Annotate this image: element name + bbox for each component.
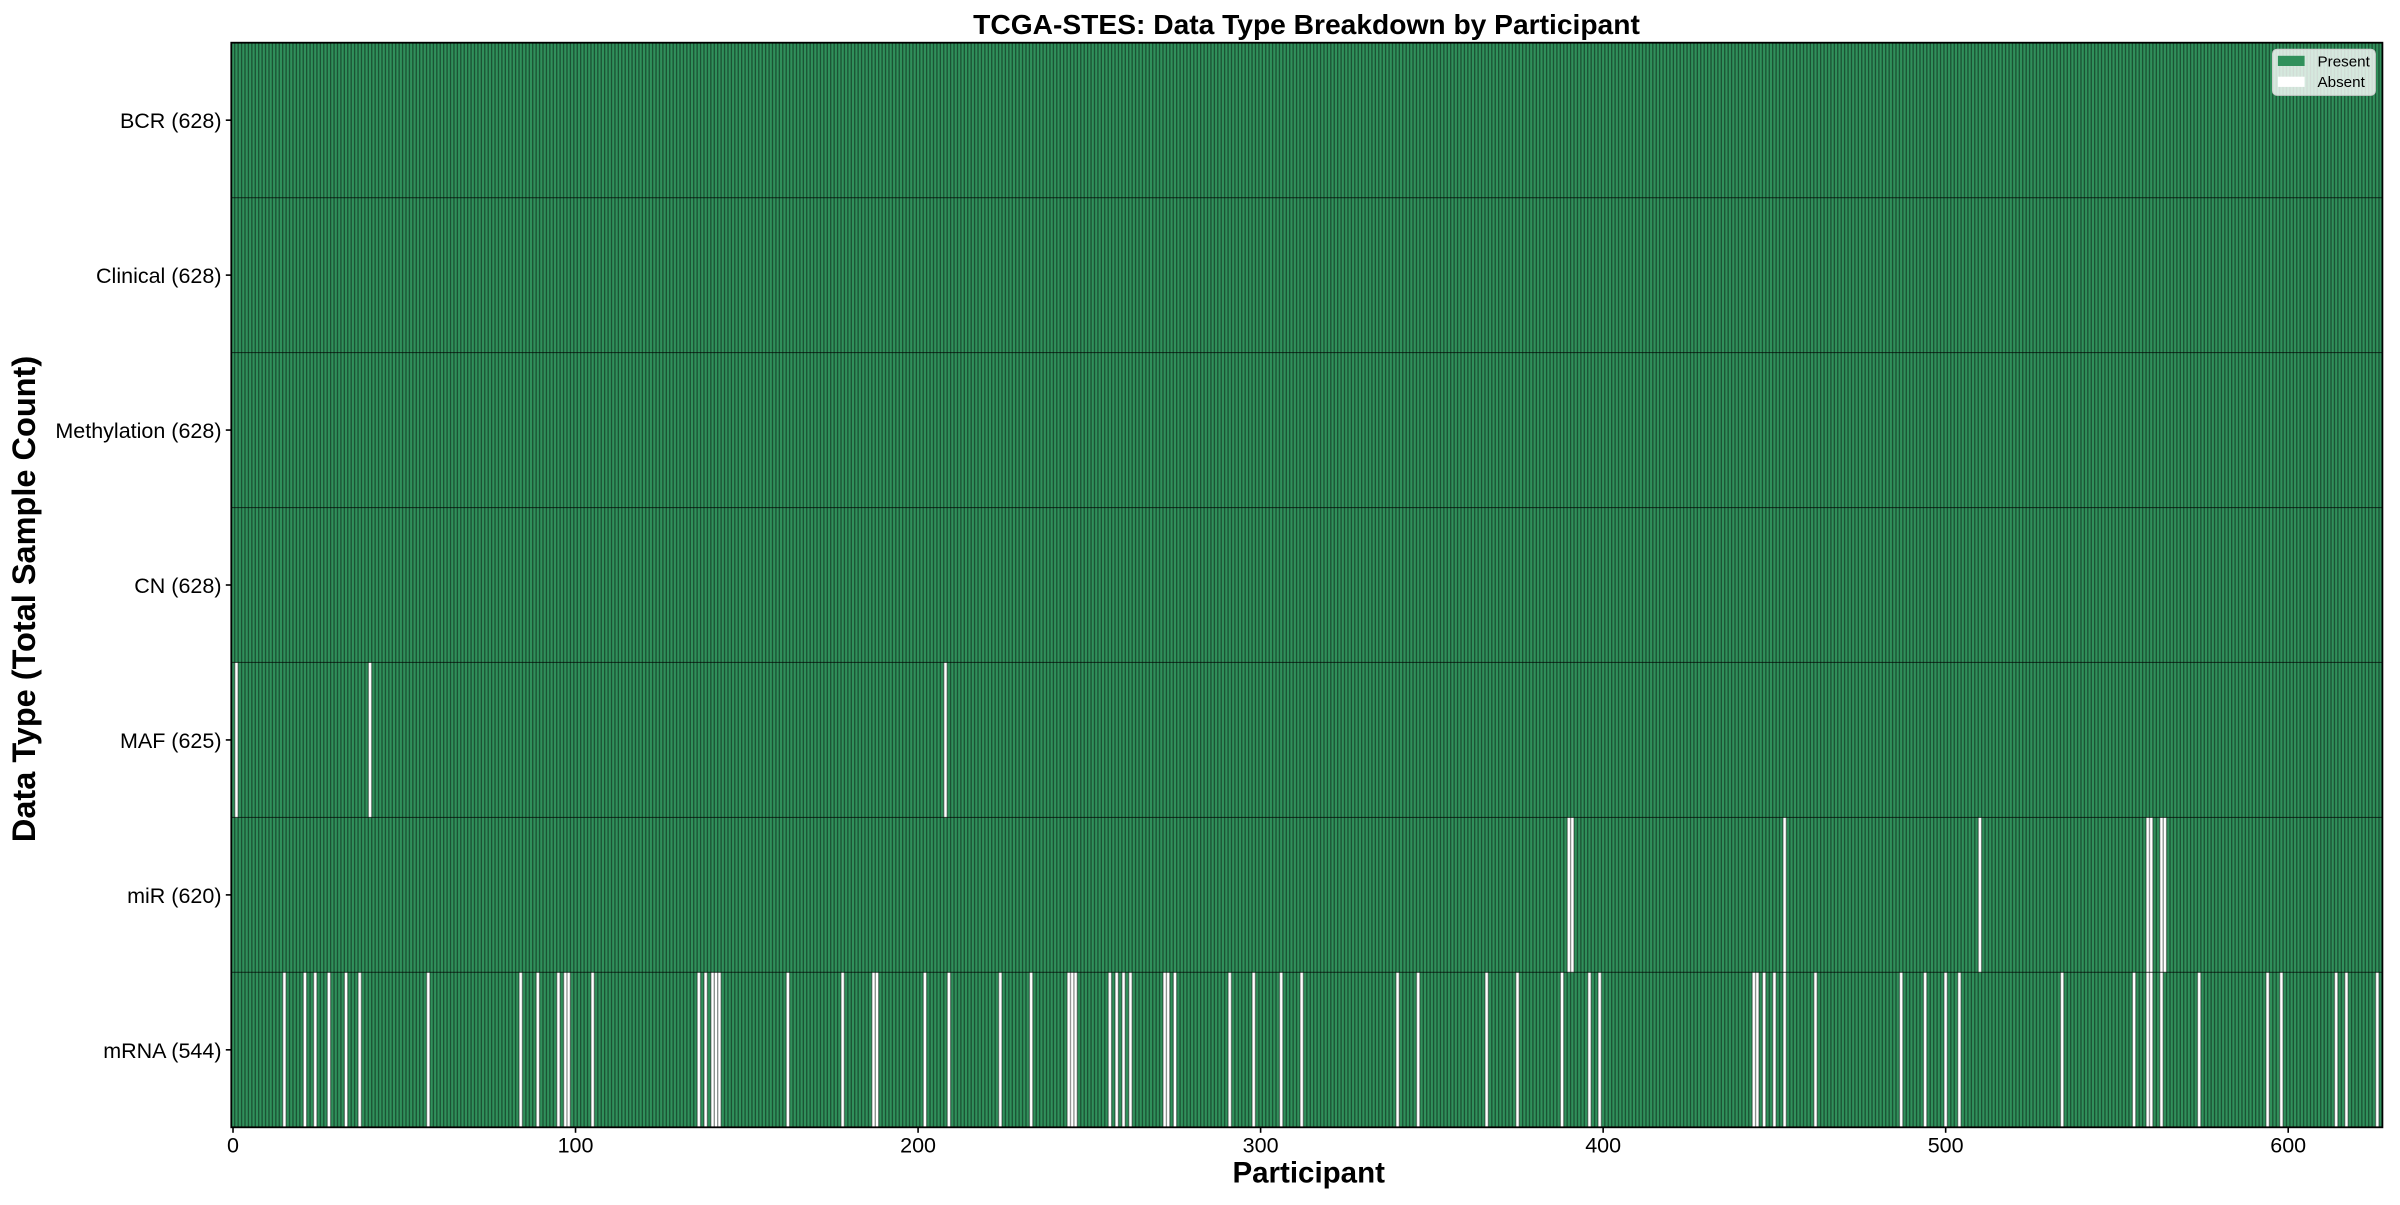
- svg-text:200: 200: [900, 1134, 936, 1158]
- svg-text:Participant: Participant: [1232, 1156, 1385, 1189]
- svg-text:400: 400: [1585, 1134, 1621, 1158]
- svg-text:Present: Present: [2318, 53, 2371, 70]
- svg-text:miR (620): miR (620): [127, 884, 221, 908]
- svg-text:500: 500: [1928, 1134, 1964, 1158]
- svg-text:mRNA (544): mRNA (544): [103, 1039, 221, 1063]
- svg-text:0: 0: [227, 1134, 239, 1158]
- svg-text:Absent: Absent: [2318, 74, 2366, 91]
- svg-text:300: 300: [1243, 1134, 1279, 1158]
- svg-text:CN (628): CN (628): [134, 574, 221, 598]
- svg-text:600: 600: [2270, 1134, 2306, 1158]
- svg-text:TCGA-STES: Data Type Breakdown: TCGA-STES: Data Type Breakdown by Partic…: [973, 8, 1640, 40]
- svg-text:100: 100: [558, 1134, 594, 1158]
- svg-text:Methylation (628): Methylation (628): [55, 419, 221, 443]
- svg-text:MAF (625): MAF (625): [120, 729, 222, 753]
- svg-text:Clinical (628): Clinical (628): [96, 264, 221, 288]
- svg-text:BCR (628): BCR (628): [120, 109, 222, 133]
- svg-text:Data Type (Total Sample Count): Data Type (Total Sample Count): [6, 356, 42, 842]
